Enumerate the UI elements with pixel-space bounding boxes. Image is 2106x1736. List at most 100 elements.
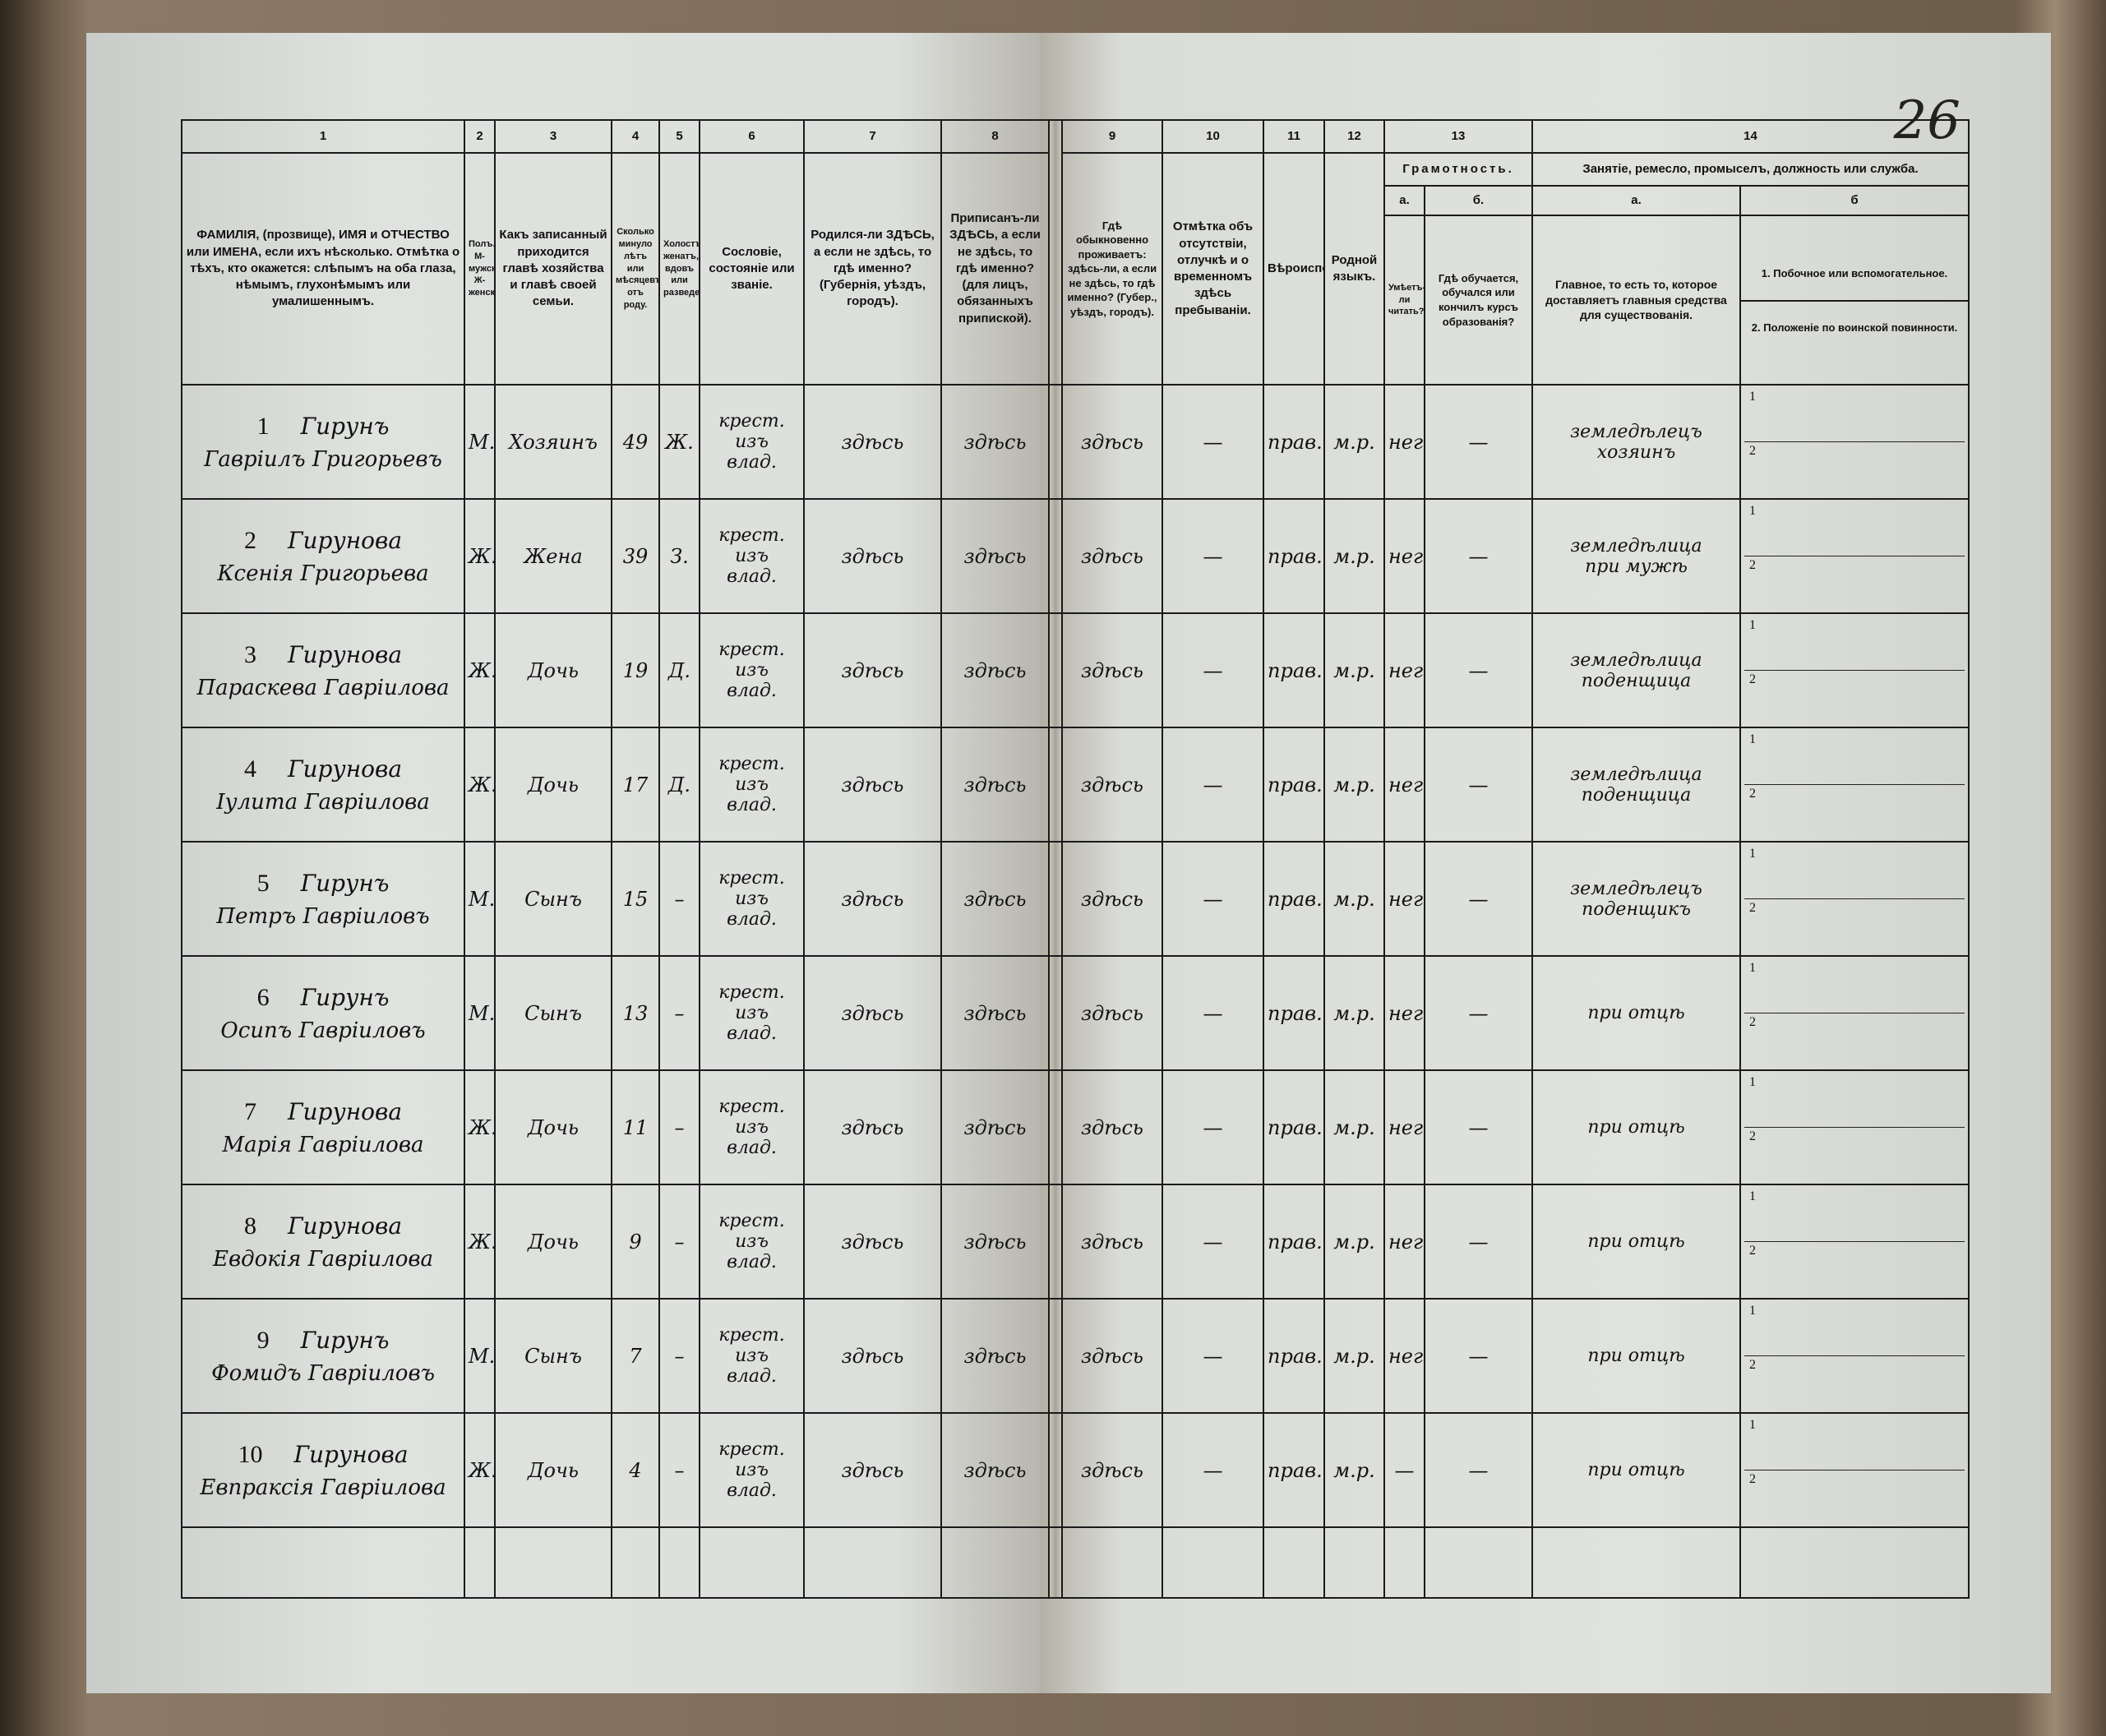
- empty-cell: [1162, 1526, 1264, 1599]
- surname: Гирунъ: [300, 869, 390, 897]
- religion-cell: прав.: [1263, 841, 1325, 957]
- residence-cell: здѣсь: [1061, 384, 1163, 500]
- marital-cell: –: [658, 1412, 700, 1528]
- sex-cell: Ж.: [464, 1412, 496, 1528]
- military-marker: 2: [1749, 1471, 1756, 1486]
- religion-cell: прав.: [1263, 612, 1325, 728]
- sex-cell: Ж.: [464, 612, 496, 728]
- col-num: 3: [494, 119, 612, 154]
- header-occupation-b-label: б: [1739, 185, 1970, 216]
- col-num: 13: [1383, 119, 1533, 154]
- relation-cell: Дочь: [494, 727, 612, 843]
- given-name-patronymic: Фомидъ Гавріиловъ: [211, 1360, 435, 1386]
- table-row: 8 Гирунова Евдокія Гавріилова Ж. Дочь 9– крест…: [181, 1184, 1970, 1300]
- relation-cell: Дочь: [494, 1069, 612, 1185]
- book-gutter: [1049, 498, 1062, 614]
- empty-cell: [940, 1526, 1050, 1599]
- name-cell: 7 Гирунова Марія Гавріилова: [181, 1069, 465, 1185]
- estate-cell: крест. изъ влад.: [699, 1184, 805, 1300]
- birthplace-cell: здѣсь: [803, 498, 942, 614]
- census-rows: 1 Гирунъ Гавріилъ Григорьевъ М. Хозяинъ 49 Ж. к…: [181, 384, 1970, 1599]
- marital-cell: –: [658, 841, 700, 957]
- table-row: 3 Гирунова Параскева Гавріилова Ж. Дочь 19 Д. к…: [181, 612, 1970, 728]
- secondary-marker: 1: [1744, 845, 1965, 899]
- row-number: 7: [243, 1097, 256, 1125]
- estate-line: изъ: [735, 1116, 769, 1138]
- surname: Гирунова: [287, 640, 403, 668]
- marital-cell: Д.: [658, 612, 700, 728]
- estate-line: влад.: [727, 1252, 777, 1273]
- col-num: 6: [699, 119, 805, 154]
- header-sub-row: Умѣетъ-ли читать? Гдѣ обучается, обучалс…: [182, 215, 1970, 386]
- estate-line: крест.: [718, 410, 785, 432]
- occupation-line: поденщица: [1581, 784, 1692, 806]
- residence-cell: здѣсь: [1061, 727, 1163, 843]
- language-cell: м.р.: [1323, 1298, 1385, 1414]
- birthplace-cell: здѣсь: [803, 612, 942, 728]
- occupation-cell: земледѣлица при мужѣ: [1531, 498, 1741, 614]
- estate-line: крест.: [718, 981, 785, 1003]
- occupation-line: земледѣлецъ: [1570, 878, 1702, 899]
- table-row: 10 Гирунова Евпраксія Гавріилова Ж. Дочь 4– кр…: [181, 1412, 1970, 1528]
- estate-line: крест.: [718, 1096, 785, 1117]
- header-estate: Сословіе, состояніе или званіе.: [699, 152, 805, 386]
- book-gutter: [1049, 841, 1062, 957]
- relation-cell: Дочь: [494, 1412, 612, 1528]
- birthplace-cell: здѣсь: [803, 1069, 942, 1185]
- empty-cell: [494, 1526, 612, 1599]
- header-main-occupation: Главное, то есть то, которое доставляетъ…: [1531, 215, 1741, 386]
- birthplace-cell: здѣсь: [803, 727, 942, 843]
- name-cell: 6 Гирунъ Осипъ Гавріиловъ: [181, 955, 465, 1071]
- relation-cell: Сынъ: [494, 955, 612, 1071]
- estate-line: крест.: [718, 1438, 785, 1460]
- surname: Гирунъ: [300, 983, 390, 1011]
- education-cell: —: [1424, 612, 1533, 728]
- estate-line: влад.: [727, 681, 777, 702]
- religion-cell: прав.: [1263, 1298, 1325, 1414]
- education-cell: —: [1424, 384, 1533, 500]
- absence-cell: —: [1162, 384, 1264, 500]
- header-birthplace: Родился-ли ЗДѢСЬ, а если не здѣсь, то гд…: [803, 152, 942, 386]
- secondary-marker: 1: [1744, 1188, 1965, 1242]
- language-cell: м.р.: [1323, 1069, 1385, 1185]
- absence-cell: —: [1162, 498, 1264, 614]
- col-num: 5: [658, 119, 700, 154]
- surname: Гирунова: [293, 1440, 409, 1468]
- estate-cell: крест. изъ влад.: [699, 612, 805, 728]
- registered-cell: здѣсь: [940, 727, 1050, 843]
- registered-cell: здѣсь: [940, 841, 1050, 957]
- literacy-cell: —: [1383, 1412, 1425, 1528]
- estate-line: крест.: [718, 867, 785, 889]
- estate-cell: крест. изъ влад.: [699, 498, 805, 614]
- occupation-line: при мужѣ: [1585, 556, 1688, 577]
- military-marker: 2: [1749, 443, 1756, 458]
- absence-cell: —: [1162, 727, 1264, 843]
- religion-cell: прав.: [1263, 1412, 1325, 1528]
- birthplace-cell: здѣсь: [803, 841, 942, 957]
- language-cell: м.р.: [1323, 727, 1385, 843]
- given-name-patronymic: Евпраксія Гавріилова: [200, 1475, 446, 1500]
- occupation-cell: земледѣлецъ поденщикъ: [1531, 841, 1741, 957]
- occupation-line: при отцѣ: [1587, 1231, 1685, 1252]
- given-name-patronymic: Марія Гавріилова: [222, 1132, 424, 1157]
- name-cell: 8 Гирунова Евдокія Гавріилова: [181, 1184, 465, 1300]
- secondary-marker: 1: [1744, 959, 1965, 1013]
- sex-cell: М.: [464, 384, 496, 500]
- occupation-line: земледѣлецъ: [1570, 421, 1702, 442]
- book-gutter: [1049, 1298, 1062, 1414]
- empty-cell: [1061, 1526, 1163, 1599]
- col-num: 10: [1162, 119, 1264, 154]
- literacy-cell: негр.: [1383, 498, 1425, 614]
- secondary-marker: 1: [1744, 616, 1965, 671]
- header-group-row: ФАМИЛІЯ, (прозвище), ИМЯ и ОТЧЕСТВО или …: [181, 152, 1970, 386]
- occupation-cell: при отцѣ: [1531, 1298, 1741, 1414]
- col-num: 2: [464, 119, 496, 154]
- literacy-cell: негр.: [1383, 1184, 1425, 1300]
- secondary-marker: 1: [1744, 1416, 1965, 1471]
- header-marital: Холостъ, женатъ, вдовъ или разведенъ.: [658, 152, 700, 386]
- name-cell: 5 Гирунъ Петръ Гавріиловъ: [181, 841, 465, 957]
- language-cell: м.р.: [1323, 955, 1385, 1071]
